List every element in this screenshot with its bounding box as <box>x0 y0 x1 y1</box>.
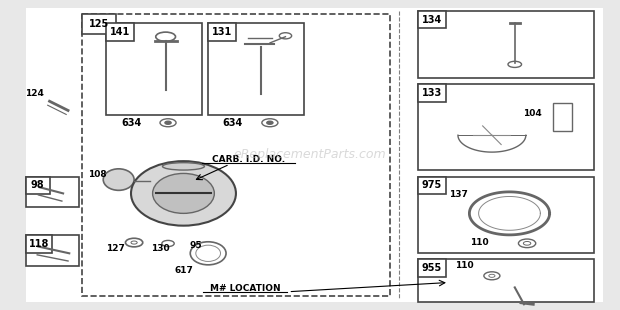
Text: CARB. I.D. NO.: CARB. I.D. NO. <box>211 155 285 164</box>
Text: 133: 133 <box>422 88 442 98</box>
Text: M# LOCATION: M# LOCATION <box>210 284 280 293</box>
Text: 955: 955 <box>422 264 442 273</box>
Text: 125: 125 <box>89 19 108 29</box>
Text: 134: 134 <box>422 15 442 24</box>
Bar <box>26 176 79 207</box>
Bar <box>418 11 446 29</box>
Bar <box>82 14 115 34</box>
Bar <box>208 23 236 41</box>
Ellipse shape <box>153 173 215 213</box>
Bar <box>418 259 594 303</box>
Text: 110: 110 <box>471 238 489 247</box>
Text: 130: 130 <box>151 244 170 253</box>
Ellipse shape <box>104 169 134 190</box>
Bar <box>26 235 79 266</box>
Bar <box>26 176 50 194</box>
Text: 98: 98 <box>31 180 45 190</box>
Bar <box>418 11 594 78</box>
Text: 127: 127 <box>106 244 125 253</box>
Bar <box>418 84 594 170</box>
Bar <box>418 259 446 277</box>
Text: eReplacementParts.com: eReplacementParts.com <box>234 148 386 162</box>
Text: 118: 118 <box>29 239 49 249</box>
Bar <box>106 23 134 41</box>
Bar <box>553 103 572 131</box>
Bar <box>26 235 52 253</box>
Bar <box>418 176 594 253</box>
Text: 617: 617 <box>174 266 193 275</box>
Text: 137: 137 <box>449 190 467 199</box>
Text: 124: 124 <box>25 89 43 98</box>
Ellipse shape <box>131 161 236 226</box>
Text: 634: 634 <box>121 118 141 128</box>
Text: 975: 975 <box>422 180 442 190</box>
Bar <box>82 14 390 296</box>
Text: 108: 108 <box>88 170 107 179</box>
Text: 95: 95 <box>190 241 202 250</box>
Bar <box>418 176 446 194</box>
Text: 110: 110 <box>455 261 474 270</box>
Text: 634: 634 <box>223 118 243 128</box>
Bar <box>418 84 446 102</box>
Ellipse shape <box>162 163 205 170</box>
Bar <box>106 23 202 115</box>
Text: 104: 104 <box>523 109 542 118</box>
Circle shape <box>165 121 171 124</box>
Bar <box>208 23 304 115</box>
Circle shape <box>267 121 273 124</box>
Text: 141: 141 <box>110 27 130 37</box>
Text: 131: 131 <box>212 27 232 37</box>
